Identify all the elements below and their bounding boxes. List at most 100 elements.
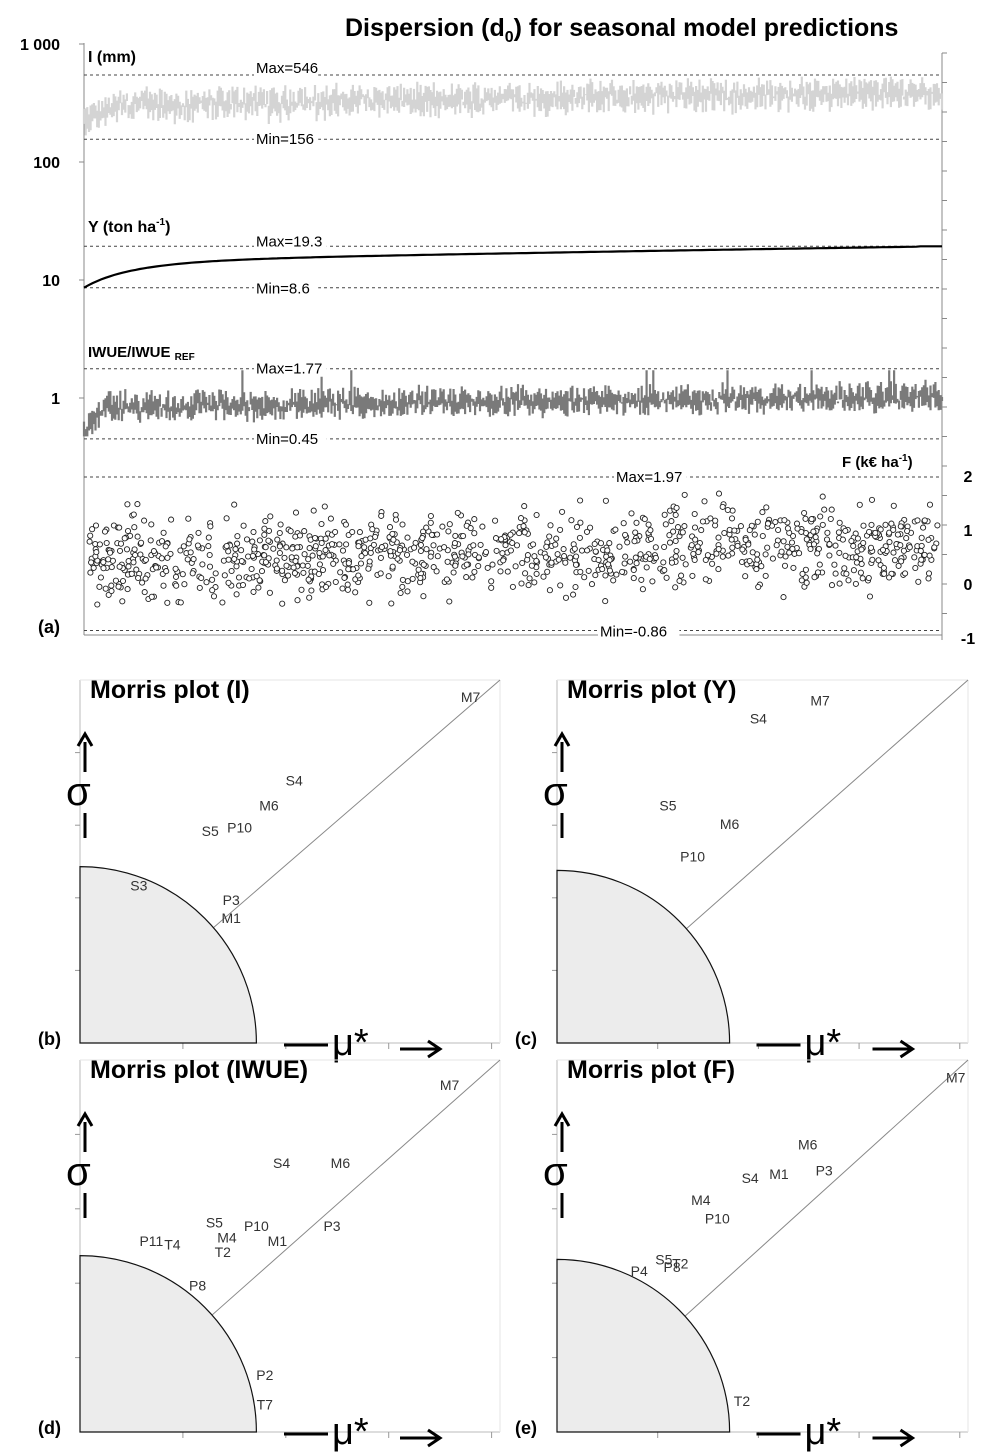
f-point	[906, 544, 913, 551]
f-point	[890, 549, 897, 556]
y-min-label-bg	[254, 281, 319, 297]
f-point	[689, 572, 696, 579]
f-point	[369, 526, 376, 533]
f-point	[524, 552, 531, 559]
f-point	[463, 574, 470, 581]
f-point	[759, 509, 766, 516]
f-point	[504, 568, 511, 575]
f-point	[784, 543, 791, 550]
f-point	[209, 587, 216, 594]
f-point	[234, 533, 241, 540]
morris-title: Morris plot (I)	[90, 676, 250, 704]
f-point	[557, 526, 564, 533]
f-point	[294, 544, 301, 551]
morris-title: Morris plot (F)	[567, 1056, 735, 1084]
f-point	[443, 576, 450, 583]
y-tick-label: 1 000	[20, 37, 60, 54]
f-point	[223, 515, 230, 522]
f-point	[356, 529, 363, 536]
f-point	[647, 535, 655, 542]
f-point	[793, 520, 801, 527]
f-point	[292, 558, 299, 565]
morris-point-label: P10	[244, 1218, 269, 1234]
f-point	[248, 565, 255, 573]
f-point	[860, 522, 867, 529]
f-point	[123, 546, 131, 553]
f-point	[283, 562, 290, 569]
f-point	[826, 552, 833, 559]
f-point	[186, 536, 193, 543]
f-point	[439, 523, 446, 530]
f-point	[542, 554, 549, 561]
f-point	[328, 541, 336, 548]
f-point	[583, 528, 591, 535]
f-point	[378, 544, 385, 551]
f-point	[751, 531, 758, 538]
f-point	[898, 558, 905, 565]
f-point	[789, 532, 797, 540]
f-point	[691, 556, 698, 564]
f-point	[817, 513, 824, 520]
f-point	[819, 493, 826, 500]
f-point	[869, 556, 876, 563]
f-point	[108, 564, 115, 571]
f-point	[526, 575, 533, 582]
f-point	[205, 543, 212, 550]
f-point	[780, 538, 787, 545]
f-point	[477, 541, 484, 548]
f-point	[96, 583, 103, 590]
f-point	[531, 553, 538, 560]
f-point	[554, 551, 561, 558]
f-point	[196, 584, 203, 591]
f-point	[92, 522, 100, 529]
morris-plot-1: Morris plot (I) σ μ* (b) M7 S4 M6 P10 S5 S3 P3 M1	[38, 676, 501, 1064]
panel-label-a: (a)	[38, 617, 60, 637]
f-point	[925, 570, 933, 577]
f-point	[134, 501, 141, 508]
f-point	[728, 515, 736, 522]
f-point	[339, 547, 347, 554]
f-point	[475, 562, 482, 570]
f-point	[134, 533, 141, 540]
f-point	[361, 544, 368, 551]
f-point	[866, 593, 874, 600]
f-point	[101, 528, 109, 535]
f-point	[235, 574, 243, 581]
f-point	[894, 531, 901, 538]
f-point	[499, 550, 506, 557]
f-point	[850, 542, 857, 550]
f-point	[116, 547, 124, 554]
f-point	[581, 574, 588, 581]
f-point	[404, 578, 411, 585]
f-point	[281, 577, 288, 584]
f-point	[326, 552, 333, 559]
f-point	[357, 560, 365, 567]
f-point	[318, 520, 325, 528]
series-y-label-main: Y (ton ha	[88, 219, 156, 236]
morris-point-label: M1	[769, 1166, 789, 1182]
f-point	[404, 588, 411, 595]
f-point	[789, 545, 796, 552]
f-point	[342, 521, 349, 528]
f-point	[588, 581, 596, 588]
f-point	[390, 536, 397, 543]
f-point	[762, 551, 769, 558]
morris-point-label: M1	[268, 1233, 288, 1249]
f-point	[808, 516, 815, 523]
f-point	[828, 582, 836, 589]
morris-point-label: S5	[206, 1214, 223, 1230]
f-point	[739, 546, 746, 553]
f-point	[882, 521, 889, 528]
f-point	[285, 572, 292, 579]
f-point	[427, 553, 434, 560]
f-point	[632, 529, 639, 536]
f-point	[164, 554, 171, 561]
morris-point-label: M7	[810, 692, 830, 708]
series-y-label-sup: -1	[156, 217, 165, 228]
f-point	[859, 575, 866, 582]
panel-label: (e)	[515, 1418, 537, 1438]
f-point	[130, 511, 137, 518]
series-iwue-band	[82, 370, 944, 437]
f-min-label-bg	[598, 624, 680, 640]
f-point	[116, 563, 123, 570]
